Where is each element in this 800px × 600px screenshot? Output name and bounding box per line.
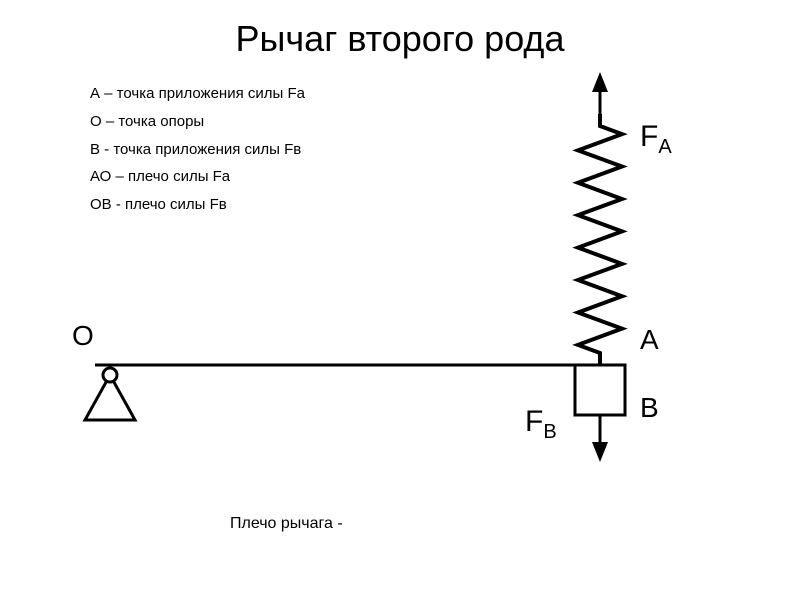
lever-diagram (0, 0, 800, 600)
